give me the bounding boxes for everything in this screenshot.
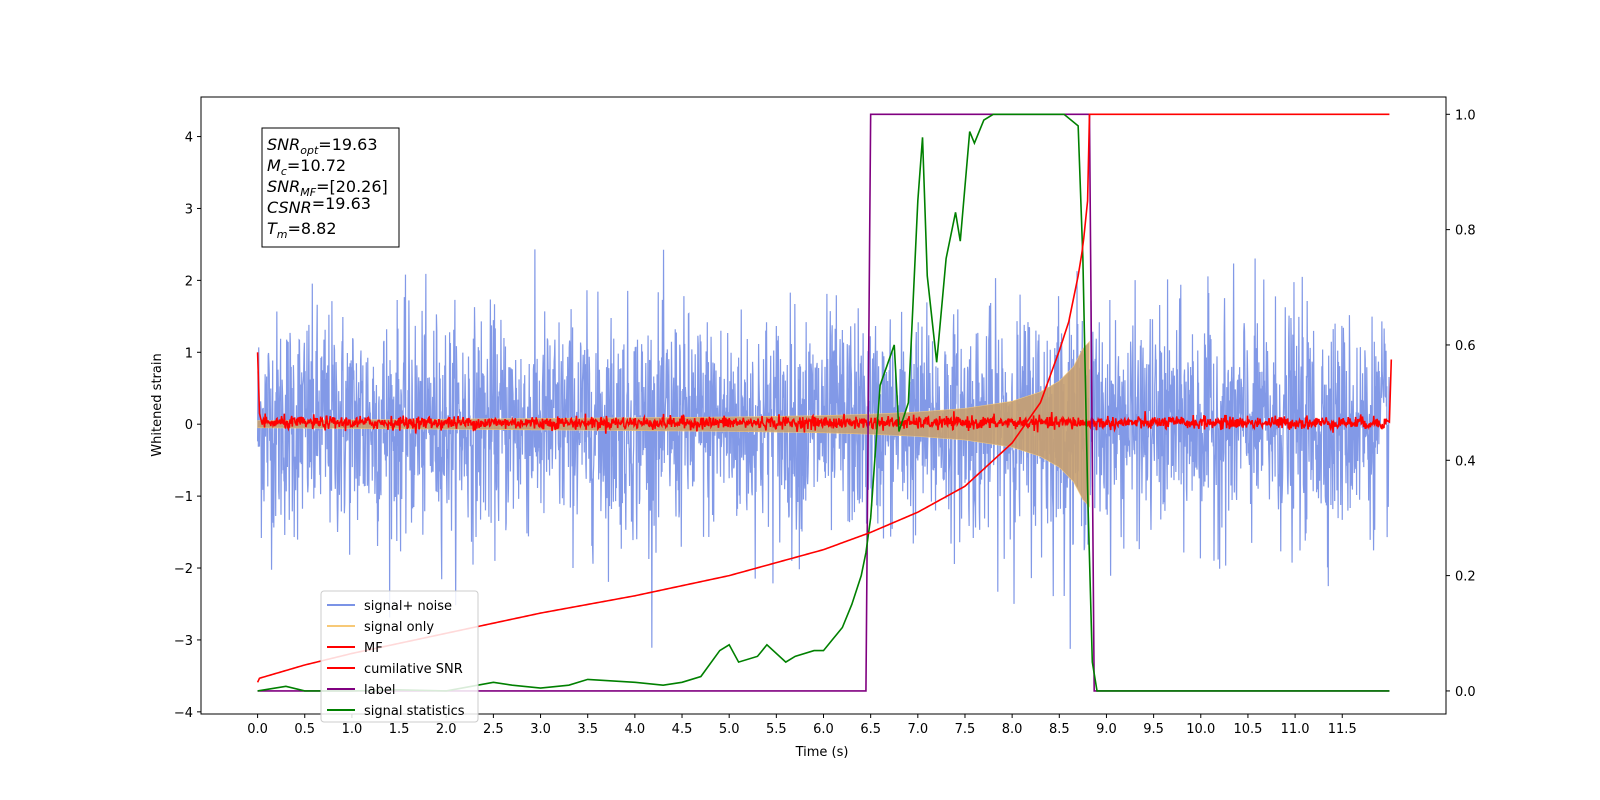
legend-label: signal+ noise bbox=[364, 599, 452, 614]
y2-tick-label: 0.6 bbox=[1455, 339, 1476, 354]
y-tick-label: 4 bbox=[185, 131, 193, 146]
x-tick-label: 8.0 bbox=[1002, 722, 1023, 737]
x-tick-label: 10.5 bbox=[1233, 722, 1262, 737]
y-tick-label: 3 bbox=[185, 202, 193, 217]
y2-tick-label: 0.8 bbox=[1455, 224, 1476, 239]
annotation-symbol: T bbox=[267, 219, 278, 238]
annotation-line: CSNR=19.63 bbox=[267, 194, 371, 217]
annotation-symbol: CSNR bbox=[267, 198, 312, 217]
annotation-subscript: m bbox=[277, 228, 288, 241]
annotation-value: =8.82 bbox=[288, 219, 337, 238]
x-tick-label: 6.0 bbox=[813, 722, 834, 737]
x-tick-label: 7.0 bbox=[907, 722, 928, 737]
y-tick-label: −3 bbox=[174, 634, 193, 649]
annotation-subscript: MF bbox=[300, 186, 316, 199]
x-axis-ticks: 0.0 0.5 1.0 1.5 2.0 2.5 3.0 3.5 4.0 4.5 5.0 5.5 6.0 6… bbox=[247, 714, 1357, 737]
x-tick-label: 8.5 bbox=[1049, 722, 1070, 737]
y2-tick-label: 0.2 bbox=[1455, 570, 1476, 585]
legend-label: label bbox=[364, 683, 395, 698]
y2-axis-ticks: 0.0 0.2 0.4 0.6 0.8 1.0 bbox=[1446, 108, 1476, 700]
x-tick-label: 11.5 bbox=[1328, 722, 1357, 737]
x-tick-label: 4.0 bbox=[625, 722, 646, 737]
x-tick-label: 4.5 bbox=[672, 722, 693, 737]
annotation-symbol: M bbox=[267, 156, 281, 175]
legend-label: signal statistics bbox=[364, 704, 465, 719]
y2-tick-label: 0.0 bbox=[1455, 685, 1476, 700]
x-tick-label: 3.5 bbox=[577, 722, 598, 737]
x-tick-label: 11.0 bbox=[1281, 722, 1310, 737]
annotation-value: =[20.26] bbox=[316, 177, 388, 196]
y2-tick-label: 0.4 bbox=[1455, 454, 1476, 469]
legend-label: cumilative SNR bbox=[364, 662, 463, 677]
annotation-value: =19.63 bbox=[312, 194, 371, 213]
annotation-symbol: SNR bbox=[267, 135, 300, 154]
y-tick-label: −4 bbox=[174, 706, 193, 721]
y-tick-label: 2 bbox=[185, 274, 193, 289]
series-mf bbox=[256, 352, 1393, 434]
annotation-box: SNRopt=19.63Mc=10.72SNRMF=[20.26]CSNR=19… bbox=[261, 127, 400, 248]
x-tick-label: 5.0 bbox=[719, 722, 740, 737]
x-tick-label: 1.0 bbox=[342, 722, 363, 737]
annotation-value: =19.63 bbox=[318, 135, 377, 154]
x-tick-label: 1.5 bbox=[389, 722, 410, 737]
x-tick-label: 7.5 bbox=[955, 722, 976, 737]
annotation-line: SNRMF=[20.26] bbox=[267, 177, 388, 199]
annotation-subscript: c bbox=[281, 165, 287, 178]
annotation-value: =10.72 bbox=[287, 156, 346, 175]
x-tick-label: 0.5 bbox=[294, 722, 315, 737]
x-tick-label: 0.0 bbox=[247, 722, 268, 737]
y-tick-label: 1 bbox=[185, 346, 193, 361]
annotation-subscript: opt bbox=[300, 144, 319, 157]
legend-label: signal only bbox=[364, 620, 434, 635]
annotation-symbol: SNR bbox=[267, 177, 300, 196]
x-tick-label: 9.5 bbox=[1143, 722, 1164, 737]
y-tick-label: 0 bbox=[185, 418, 193, 433]
y-tick-label: −1 bbox=[174, 490, 193, 505]
y2-tick-label: 1.0 bbox=[1455, 108, 1476, 123]
y-axis-label: Whitened strain bbox=[150, 353, 165, 456]
y-tick-label: −2 bbox=[174, 562, 193, 577]
annotation-frame bbox=[261, 127, 400, 248]
x-tick-label: 2.5 bbox=[483, 722, 504, 737]
legend-frame bbox=[320, 590, 479, 723]
x-tick-label: 10.0 bbox=[1186, 722, 1215, 737]
annotation-line: SNRopt=19.63 bbox=[267, 135, 378, 157]
x-tick-label: 3.0 bbox=[530, 722, 551, 737]
legend-label: MF bbox=[364, 641, 383, 656]
series-signal-only bbox=[257, 340, 1090, 508]
y-axis-ticks: −4 −3 −2 −1 0 1 2 3 4 bbox=[174, 131, 201, 721]
x-tick-label: 6.5 bbox=[860, 722, 881, 737]
series-signal-statistics bbox=[257, 113, 1390, 692]
x-axis-label: Time (s) bbox=[795, 745, 849, 760]
annotation-line: Mc=10.72 bbox=[267, 156, 346, 178]
x-tick-label: 5.5 bbox=[766, 722, 787, 737]
x-tick-label: 9.0 bbox=[1096, 722, 1117, 737]
legend: signal+ noise signal only MF cumilative SNR… bbox=[320, 590, 479, 723]
annotation-line: Tm=8.82 bbox=[267, 219, 337, 241]
series-layer bbox=[256, 113, 1393, 692]
x-tick-label: 2.0 bbox=[436, 722, 457, 737]
